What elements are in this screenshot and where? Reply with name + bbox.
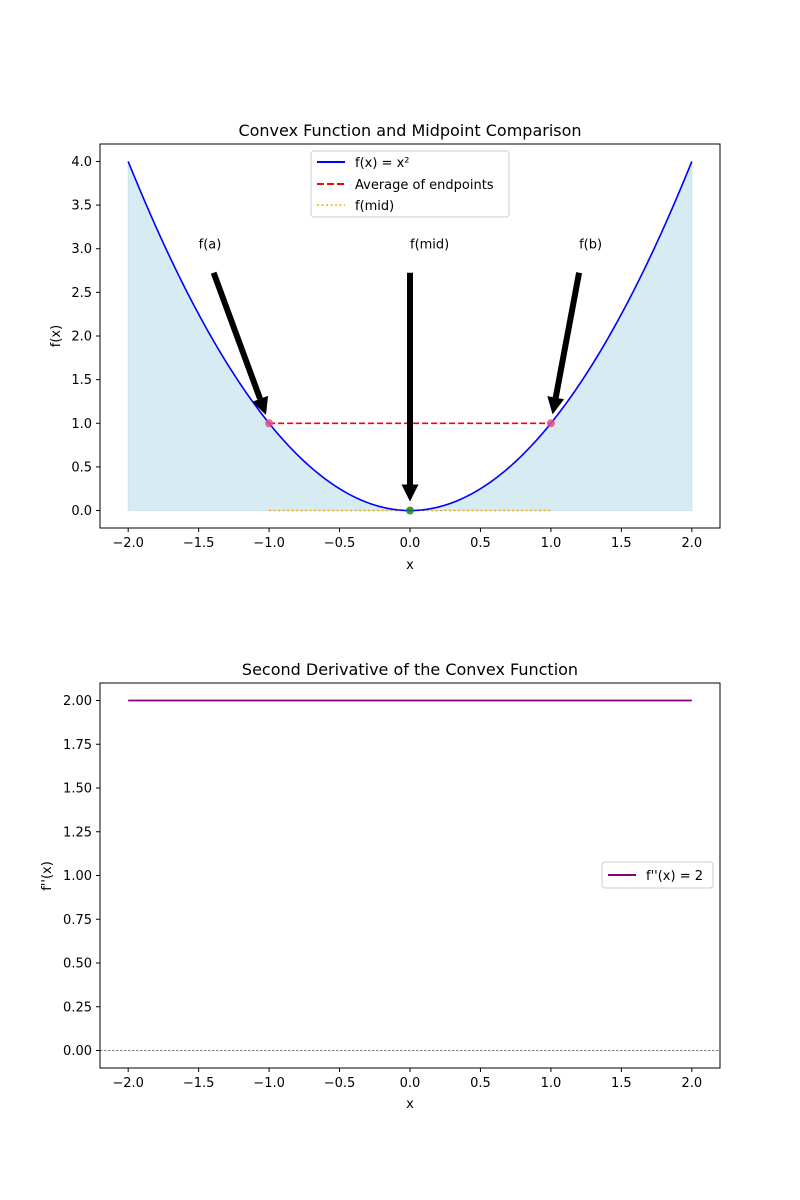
x-tick-label: 0.0 xyxy=(400,1076,421,1091)
y-tick-label: 1.0 xyxy=(71,417,92,432)
y-tick-label: 2.00 xyxy=(63,694,92,709)
x-tick-label: −1.0 xyxy=(253,1076,285,1091)
x-tick-label: −2.0 xyxy=(112,1076,144,1091)
plot-1-marks: f(a) f(mid) f(b) xyxy=(127,161,693,515)
plot-1-x-ticks: −2.0 −1.5 −1.0 −0.5 0.0 0.5 1.0 1.5 2.0 xyxy=(112,528,702,551)
annotation-arrow-shaft xyxy=(210,271,263,400)
plot-2-x-label: x xyxy=(406,1097,414,1112)
annotation-label: f(a) xyxy=(199,238,222,253)
x-tick-label: −1.5 xyxy=(183,536,215,551)
x-tick-label: −1.0 xyxy=(253,536,285,551)
plot-1-title: Convex Function and Midpoint Comparison xyxy=(238,121,581,140)
plot-1-y-ticks: 0.0 0.5 1.0 1.5 2.0 2.5 3.0 3.5 4.0 xyxy=(71,155,100,519)
x-tick-label: −1.5 xyxy=(183,1076,215,1091)
y-tick-label: 0.50 xyxy=(63,957,92,972)
x-tick-label: −2.0 xyxy=(112,536,144,551)
plot-2-y-label: f''(x) xyxy=(40,861,55,891)
x-tick-label: 1.0 xyxy=(541,1076,562,1091)
x-tick-label: 2.0 xyxy=(681,536,702,551)
annotation-arrow-head xyxy=(401,484,419,502)
x-tick-label: −0.5 xyxy=(324,536,356,551)
x-tick-label: 1.5 xyxy=(611,536,632,551)
data-point xyxy=(265,419,274,428)
data-point xyxy=(546,419,555,428)
annotation-arrow-shaft xyxy=(552,272,583,399)
y-tick-label: 3.5 xyxy=(71,199,92,214)
legend-label-fx: f(x) = x² xyxy=(355,156,409,171)
x-tick-label: 1.5 xyxy=(611,1076,632,1091)
x-tick-label: −0.5 xyxy=(324,1076,356,1091)
y-tick-label: 1.00 xyxy=(63,869,92,884)
x-tick-label: 1.0 xyxy=(541,536,562,551)
y-tick-label: 2.0 xyxy=(71,330,92,345)
y-tick-label: 1.75 xyxy=(63,738,92,753)
annotation-label: f(b) xyxy=(579,238,602,253)
plot-1: Convex Function and Midpoint Comparison … xyxy=(49,121,721,573)
y-tick-label: 1.50 xyxy=(63,782,92,797)
annotation-arrow-head xyxy=(252,395,269,415)
y-tick-label: 1.5 xyxy=(71,373,92,388)
plot-1-legend-box xyxy=(310,150,510,218)
y-tick-label: 1.25 xyxy=(63,825,92,840)
x-tick-label: 0.5 xyxy=(470,1076,491,1091)
y-tick-label: 0.0 xyxy=(71,504,92,519)
plot-1-y-label: f(x) xyxy=(49,325,64,347)
data-point xyxy=(406,506,414,515)
y-tick-label: 3.0 xyxy=(71,242,92,257)
y-tick-label: 4.0 xyxy=(71,155,92,170)
plot-2-legend-box xyxy=(601,861,714,889)
plot-1-x-label: x xyxy=(406,558,414,573)
x-tick-label: 0.5 xyxy=(470,536,491,551)
y-tick-label: 2.5 xyxy=(71,286,92,301)
legend-label-second-derivative: f''(x) = 2 xyxy=(646,869,703,884)
plot-2-title: Second Derivative of the Convex Function xyxy=(242,660,578,679)
x-tick-label: 2.0 xyxy=(681,1076,702,1091)
y-tick-label: 0.5 xyxy=(71,460,92,475)
annotation-label: f(mid) xyxy=(410,238,449,253)
plot-2-legend: f''(x) = 2 xyxy=(601,861,714,889)
plot-2-marks xyxy=(100,699,720,1051)
y-tick-label: 0.25 xyxy=(63,1000,92,1015)
annotation-arrow-head xyxy=(547,396,565,415)
plot-1-legend: f(x) = x² Average of endpoints f(mid) xyxy=(310,150,510,218)
legend-label-fmid: f(mid) xyxy=(355,199,394,214)
y-tick-label: 0.00 xyxy=(63,1044,92,1059)
plot-2: Second Derivative of the Convex Function… xyxy=(40,660,721,1112)
y-tick-label: 0.75 xyxy=(63,913,92,928)
plot-2-x-ticks: −2.0 −1.5 −1.0 −0.5 0.0 0.5 1.0 1.5 2.0 xyxy=(112,1068,702,1091)
plot-2-y-ticks: 0.00 0.25 0.50 0.75 1.00 1.25 1.50 1.75 2.00 xyxy=(63,694,100,1059)
legend-label-average: Average of endpoints xyxy=(355,178,494,193)
x-tick-label: 0.0 xyxy=(400,536,421,551)
